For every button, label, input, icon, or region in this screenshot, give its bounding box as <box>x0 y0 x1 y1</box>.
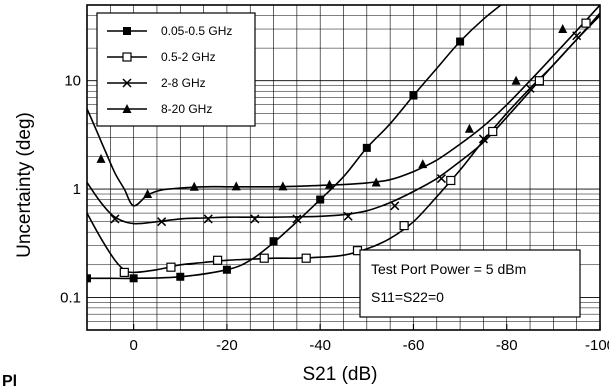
data-point-filled-triangle <box>418 159 428 169</box>
data-point-filled-triangle <box>122 104 132 113</box>
data-point-filled-square <box>176 272 185 281</box>
data-point-filled-square <box>316 195 325 204</box>
y-tick-label: 10 <box>64 73 81 90</box>
caption-fragment: Pl <box>2 373 17 386</box>
annotation-text: S11=S22=0 <box>371 289 444 305</box>
data-point-filled-square <box>123 27 131 35</box>
legend-label: 8-20 GHz <box>161 102 212 116</box>
plot-frame <box>86 4 601 331</box>
data-point-open-square <box>301 253 311 263</box>
data-point-open-square <box>259 253 269 263</box>
y-axis-label: Uncertainty (deg) <box>14 112 35 258</box>
data-point-filled-triangle <box>511 75 521 85</box>
data-point-cross <box>110 214 120 224</box>
data-point-filled-triangle <box>464 123 474 133</box>
data-point-open-square <box>122 52 132 62</box>
data-point-open-square <box>212 255 223 265</box>
data-point-cross <box>122 78 132 88</box>
legend-label: 2-8 GHz <box>161 76 206 90</box>
data-point-filled-square <box>222 265 231 274</box>
data-point-cross <box>390 201 400 211</box>
data-point-cross <box>572 31 582 41</box>
x-tick-label: -100 <box>585 337 609 354</box>
data-point-open-square <box>166 262 176 272</box>
x-axis-label: S21 (dB) <box>303 364 378 385</box>
data-point-filled-triangle <box>189 181 199 191</box>
x-tick-label: -20 <box>216 337 238 354</box>
series-line <box>87 5 600 207</box>
data-point-cross <box>157 217 167 227</box>
y-tick-label: 0.1 <box>60 289 81 306</box>
data-point-filled-square <box>269 237 278 246</box>
data-point-cross <box>525 83 535 93</box>
data-point-cross <box>478 134 488 144</box>
data-point-filled-triangle <box>325 179 335 189</box>
x-tick-label: -60 <box>403 337 425 354</box>
data-point-filled-triangle <box>96 153 106 163</box>
data-point-filled-square <box>87 274 91 283</box>
data-point-filled-square <box>456 37 465 46</box>
annotation-text: Test Port Power = 5 dBm <box>371 261 526 277</box>
data-point-open-square <box>446 175 456 186</box>
data-point-filled-triangle <box>143 189 153 199</box>
annotation-box: Test Port Power = 5 dBm S11=S22=0 <box>359 249 581 318</box>
data-point-cross <box>250 214 260 224</box>
data-point-filled-triangle <box>231 181 241 191</box>
y-tick-label: 1 <box>73 181 81 198</box>
legend: 0.05-0.5 GHz 0.5-2 GHz 2-8 GHz 8-20 GHz <box>96 12 256 127</box>
data-point-open-square <box>581 18 591 28</box>
data-point-open-square <box>488 126 498 137</box>
data-point-filled-square <box>129 274 138 283</box>
data-point-filled-square <box>362 143 371 152</box>
x-tick-label: -80 <box>496 337 518 354</box>
series-line <box>87 14 600 274</box>
data-point-filled-triangle <box>558 24 568 34</box>
data-point-cross <box>292 214 302 224</box>
data-point-cross <box>203 214 213 224</box>
data-point-filled-triangle <box>371 177 381 187</box>
y-tick-labels: 0.1 1 10 <box>60 73 81 307</box>
data-point-cross <box>436 174 446 184</box>
legend-label: 0.5-2 GHz <box>161 50 216 64</box>
legend-label: 0.05-0.5 GHz <box>161 24 232 38</box>
x-tick-label: 0 <box>129 337 137 354</box>
data-point-cross <box>343 211 353 221</box>
annotation-box-border <box>359 249 581 318</box>
data-point-filled-triangle <box>278 181 288 191</box>
data-point-open-square <box>119 267 129 278</box>
data-point-filled-square <box>409 91 418 100</box>
series-line <box>87 12 600 225</box>
data-point-open-square <box>399 220 409 231</box>
x-tick-labels: 0 -20 -40 -60 -80 -100 <box>129 324 609 354</box>
data-markers <box>87 18 591 283</box>
data-point-open-square <box>534 76 544 86</box>
x-tick-label: -40 <box>309 337 331 354</box>
